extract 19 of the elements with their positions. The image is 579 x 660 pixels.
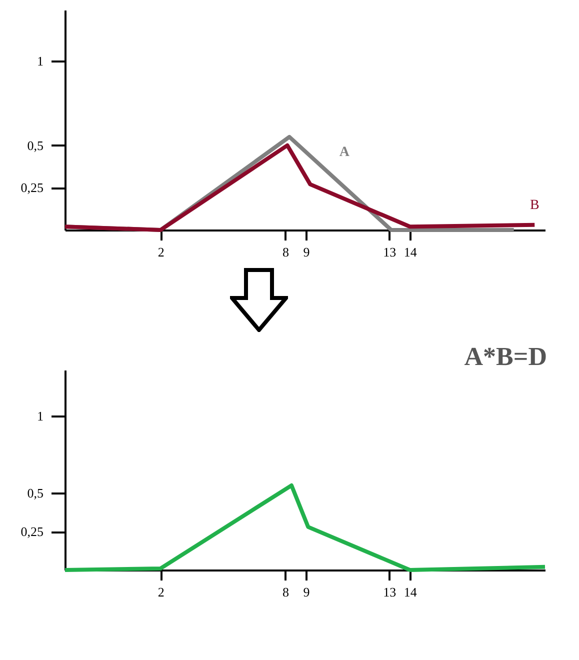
x-tick-label: 8 [282,244,290,260]
y-tick-label: 0,25 [20,180,44,196]
x-tick-label: 2 [158,244,164,260]
x-tick-label: 13 [383,584,396,600]
x-tick-label: 8 [282,584,290,600]
y-tick-label: 1 [37,53,44,68]
x-tick-label: 14 [404,244,418,260]
annotation: A*B=D [464,342,547,371]
y-tick-label: 0,5 [27,138,44,153]
x-tick-label: 2 [158,584,164,600]
x-tick-label: 13 [383,244,396,260]
x-tick-label: 9 [303,244,310,260]
y-tick-label: 0,25 [20,524,44,540]
y-tick-label: 0,5 [27,486,44,501]
y-tick-label: 1 [37,408,44,424]
x-tick-label: 14 [404,584,418,600]
x-tick-label: 9 [303,584,310,600]
series-label: B [530,198,540,213]
series-label: A [339,144,350,160]
